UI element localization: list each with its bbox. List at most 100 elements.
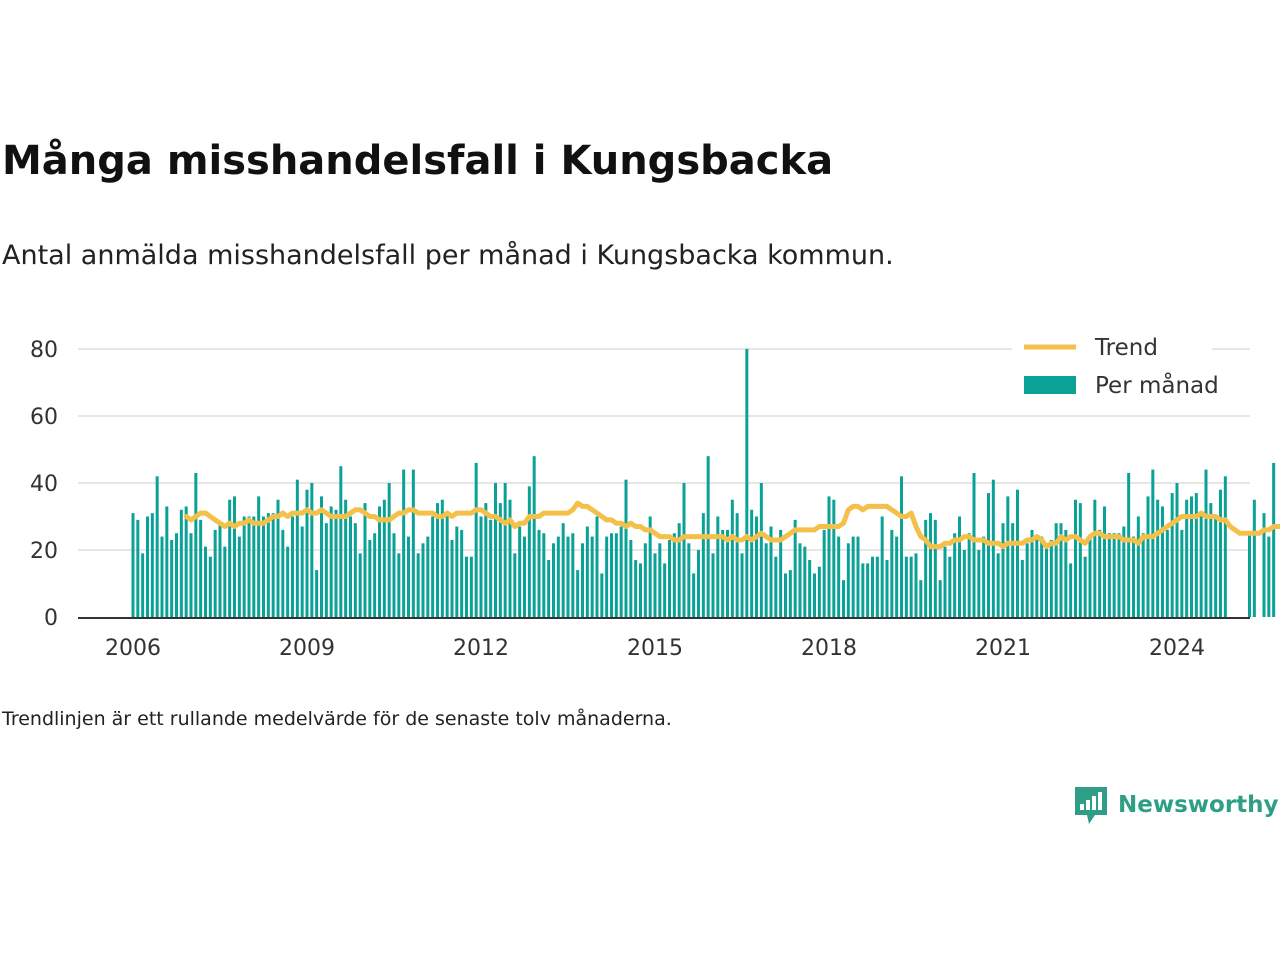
x-tick-label-2024: 2024	[1149, 636, 1205, 661]
brand: Newsworthy	[1072, 784, 1279, 826]
bar-month-127	[745, 349, 749, 617]
bar-month-161	[909, 556, 913, 617]
bar-month-138	[798, 543, 802, 617]
bar-month-48	[363, 503, 367, 617]
bar-month-206	[1127, 472, 1131, 617]
bar-month-157	[890, 529, 894, 617]
bar-month-118	[701, 513, 705, 617]
bar-month-90	[566, 536, 570, 617]
bar-month-121	[716, 516, 720, 617]
bar-month-178	[991, 479, 995, 617]
footnote: Trendlinjen är ett rullande medelvärde f…	[2, 708, 672, 730]
bar-month-51	[378, 506, 381, 617]
bar-month-174	[972, 472, 976, 617]
bar-month-234	[1262, 513, 1266, 617]
bar-month-173	[967, 533, 971, 617]
bar-month-193	[1064, 529, 1068, 617]
bar-month-31	[281, 529, 285, 617]
bar-month-133	[774, 556, 778, 617]
bar-month-34	[295, 479, 299, 617]
bar-month-43	[339, 466, 343, 617]
bar-month-107	[648, 516, 652, 617]
bar-month-28	[266, 513, 270, 617]
bar-month-19	[223, 546, 227, 617]
bar-month-145	[832, 499, 836, 617]
bar-month-40	[324, 523, 328, 617]
bar-month-65	[445, 516, 449, 617]
bar-month-95	[590, 536, 594, 617]
bar-month-150	[856, 536, 860, 617]
bar-month-212	[1156, 499, 1160, 617]
bar-month-171	[958, 516, 961, 617]
bar-month-72	[479, 516, 483, 617]
bar-month-62	[431, 516, 435, 617]
bar-month-116	[692, 573, 696, 617]
bar-month-75	[494, 483, 497, 617]
bar-month-204	[1117, 533, 1121, 617]
legend-bar-label: Per månad	[1095, 371, 1219, 399]
bar-month-14	[199, 519, 203, 617]
bar-month-148	[846, 543, 850, 617]
bar-month-136	[788, 570, 792, 617]
bar-month-71	[474, 462, 478, 617]
bar-month-104	[634, 560, 638, 617]
bar-month-63	[436, 503, 439, 617]
bar-month-162	[914, 553, 918, 617]
bar-month-205	[1122, 526, 1126, 617]
bar-month-134	[779, 529, 783, 617]
bar-month-231	[1248, 533, 1251, 617]
bar-month-11	[184, 506, 188, 617]
y-tick-label-80: 80	[30, 338, 58, 363]
bar-month-100	[614, 533, 618, 617]
bar-month-101	[619, 526, 623, 617]
bar-month-223	[1209, 503, 1213, 617]
bar-month-143	[822, 529, 826, 617]
bar-month-184	[1020, 560, 1024, 617]
bar-month-23	[242, 516, 246, 617]
bar-month-38	[315, 570, 319, 617]
bar-month-68	[460, 529, 464, 617]
bar-month-140	[808, 560, 812, 617]
bar-month-89	[561, 523, 565, 617]
bar-month-16	[208, 556, 212, 617]
y-tick-label-20: 20	[30, 539, 58, 564]
bar-month-210	[1146, 496, 1150, 617]
bar-month-112	[672, 533, 676, 617]
bar-month-5	[155, 476, 159, 617]
bar-month-10	[179, 509, 183, 617]
bar-month-120	[711, 553, 715, 617]
bar-month-203	[1112, 533, 1116, 617]
bar-month-97	[600, 573, 604, 617]
bar-month-73	[484, 503, 488, 617]
bar-month-91	[571, 533, 575, 617]
bar-month-152	[866, 563, 870, 617]
bar-month-7	[165, 506, 169, 617]
bar-month-99	[610, 533, 613, 617]
bar-month-36	[305, 489, 309, 617]
bar-month-53	[387, 483, 391, 617]
bar-month-59	[416, 553, 420, 617]
bar-month-60	[421, 543, 425, 617]
bar-month-1	[136, 519, 140, 617]
bar-month-128	[750, 509, 754, 617]
bar-month-77	[503, 483, 507, 617]
bar-month-109	[658, 543, 662, 617]
bar-month-199	[1093, 499, 1097, 617]
bar-month-64	[440, 499, 444, 617]
bar-month-79	[513, 553, 517, 617]
bar-month-35	[300, 526, 304, 617]
bar-month-187	[1035, 536, 1039, 617]
bar-month-153	[871, 556, 874, 617]
bar-month-45	[349, 516, 352, 617]
bar-month-222	[1204, 469, 1208, 617]
bar-month-33	[291, 516, 294, 617]
bar-month-111	[668, 539, 671, 617]
bar-month-200	[1098, 529, 1102, 617]
bar-month-55	[397, 553, 401, 617]
bar-month-58	[411, 469, 415, 617]
bar-month-202	[1107, 533, 1111, 617]
bar-month-106	[643, 543, 647, 617]
bar-month-22	[237, 536, 241, 617]
bar-month-142	[817, 566, 821, 617]
bar-month-15	[204, 546, 207, 617]
